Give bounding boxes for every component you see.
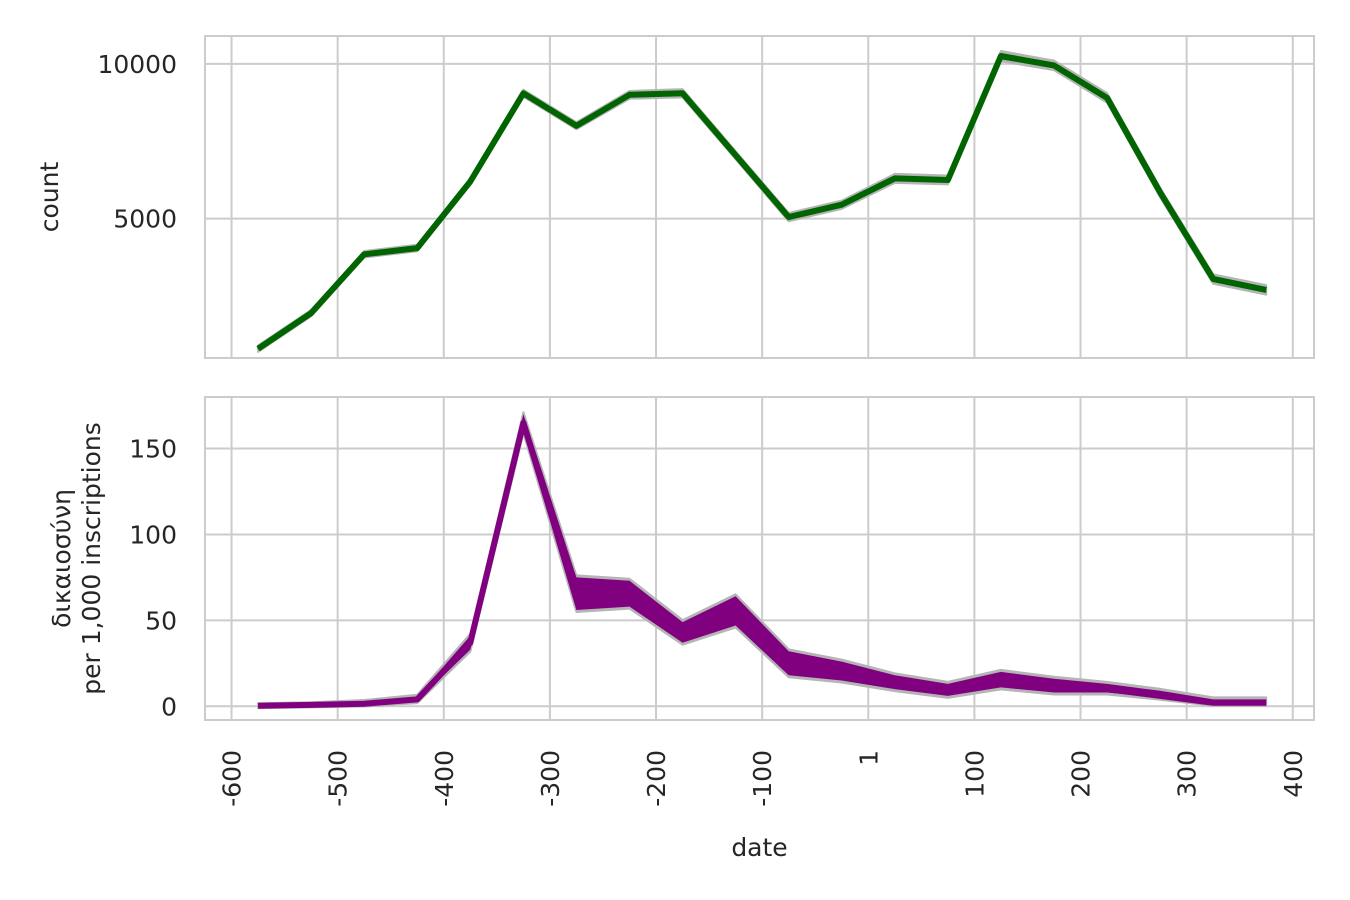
y-tick-label: 50 (145, 606, 177, 635)
confidence-band-fill (258, 414, 1267, 707)
y-tick-label: 150 (129, 435, 177, 464)
series-line (258, 419, 1267, 709)
x-tick-label: 200 (1067, 750, 1096, 798)
count-y-tick-labels: 5000 10000 (97, 50, 177, 234)
x-tick-label: 300 (1173, 750, 1202, 798)
x-tick-label: 1 (854, 750, 883, 766)
dikaiosyne-panel-grid (205, 397, 1314, 720)
dikaiosyne-y-axis-label-line-2: per 1,000 inscriptions (77, 422, 106, 695)
count-y-axis-label: count (35, 162, 64, 233)
x-tick-label: -200 (642, 750, 671, 807)
dikaiosyne-panel: 0 50 100 150 -600 -500 -400 -300 -200 -100 1 100 20… (47, 396, 1315, 862)
x-axis-label: date (731, 833, 787, 862)
dikaiosyne-panel-frame (204, 396, 1315, 721)
x-tick-label: 100 (960, 750, 989, 798)
series-line (256, 53, 1267, 352)
dikaiosyne-y-tick-labels: 0 50 100 150 (129, 435, 177, 722)
x-tick-label: -500 (324, 750, 353, 807)
dikaiosyne-series-line (258, 419, 1267, 709)
x-tick-label: 400 (1279, 750, 1308, 798)
count-panel-grid (205, 36, 1314, 358)
count-series-line (256, 53, 1267, 352)
x-tick-label: -100 (748, 750, 777, 807)
y-tick-label: 0 (161, 692, 177, 721)
x-tick-label: -300 (536, 750, 565, 807)
count-panel-frame (204, 35, 1315, 359)
y-tick-label: 5000 (113, 205, 177, 234)
x-tick-label: -400 (430, 750, 459, 807)
x-tick-labels: -600 -500 -400 -300 -200 -100 1 100 200 300 400 (218, 750, 1308, 807)
y-tick-label: 100 (129, 520, 177, 549)
dikaiosyne-y-axis-label-line-1: δικαιοσύνη (47, 489, 76, 628)
count-panel: 5000 10000 count (35, 35, 1315, 359)
y-tick-label: 10000 (97, 50, 177, 79)
x-tick-label: -600 (218, 750, 247, 807)
